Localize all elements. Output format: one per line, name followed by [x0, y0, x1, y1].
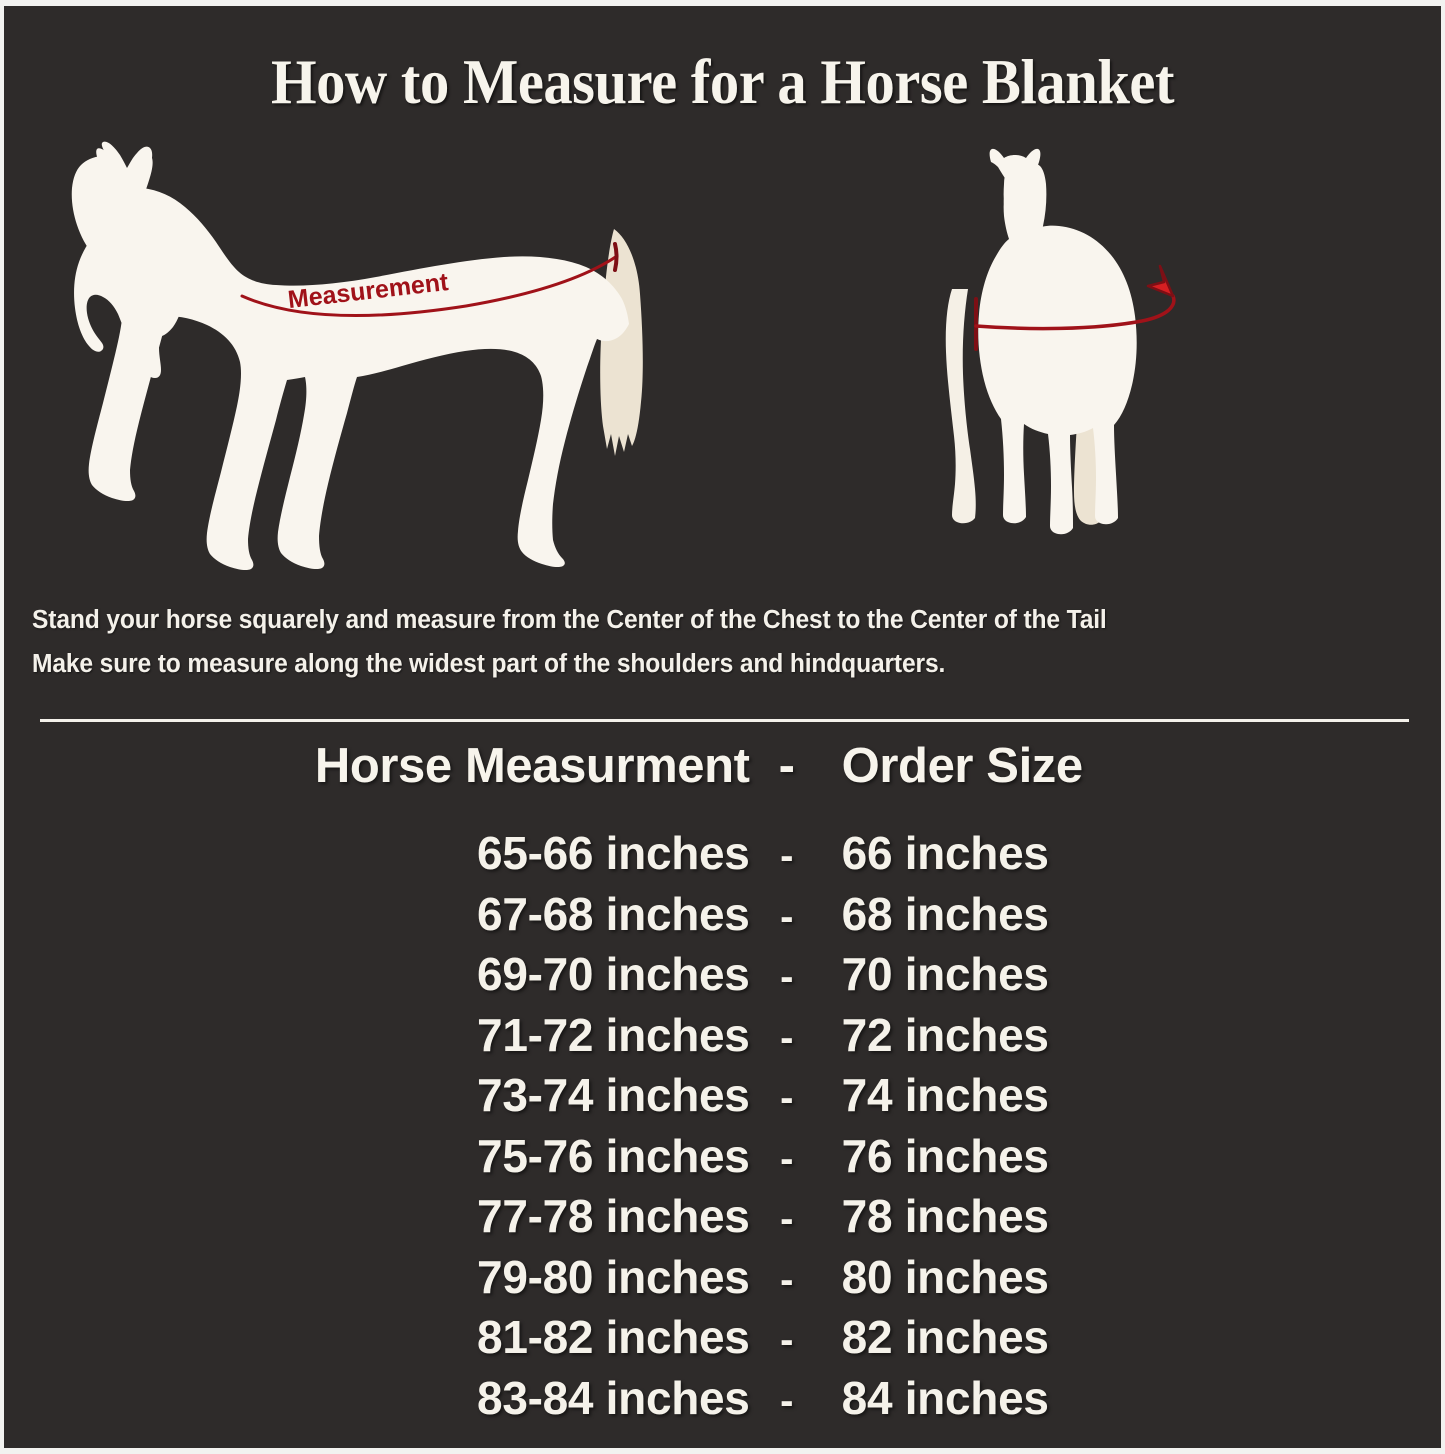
cell-measurement: 69-70 inches — [477, 948, 750, 1000]
section-divider — [40, 719, 1409, 722]
cell-measurement: 67-68 inches — [477, 887, 750, 940]
cell-order-size: 80 inches — [841, 1250, 1049, 1303]
infographic-canvas: How to Measure for a Horse Blanket — [4, 6, 1441, 1448]
cell-separator: - — [780, 1257, 794, 1302]
measurement-line — [240, 254, 619, 317]
cell-order-size: 84 inches — [841, 1371, 1049, 1424]
cell-order-size: 72 inches — [841, 1008, 1049, 1061]
cell-separator: - — [780, 1318, 794, 1362]
table-row: 81-82 inches - 82 inches — [4, 1310, 1441, 1371]
table-row: 77-78 inches - 78 inches — [4, 1189, 1441, 1250]
cell-separator: - — [780, 894, 794, 939]
table-row: 83-84 inches - 84 inches — [4, 1371, 1441, 1432]
cell-measurement: 71-72 inches — [477, 1008, 750, 1061]
column-header-order-size: Order Size — [841, 739, 1084, 793]
horse-rear-view — [934, 144, 1224, 574]
horse-side-view: Measurement — [66, 134, 686, 579]
table-row: 75-76 inches - 76 inches — [4, 1129, 1441, 1190]
cell-measurement: 65-66 inches — [477, 827, 750, 879]
horse-rear-leg-left — [945, 289, 976, 524]
cell-measurement: 83-84 inches — [477, 1371, 750, 1424]
cell-order-size: 76 inches — [841, 1129, 1049, 1182]
cell-order-size: 82 inches — [841, 1311, 1049, 1363]
illustration-band: Measurement — [4, 134, 1441, 584]
table-row: 69-70 inches - 70 inches — [4, 947, 1441, 1008]
cell-order-size: 66 inches — [841, 827, 1049, 879]
cell-separator: - — [780, 834, 794, 878]
column-header-measurement: Horse Measurment — [314, 739, 750, 793]
table-header-row: Horse Measurment - Order Size — [4, 738, 1441, 826]
table-row: 71-72 inches - 72 inches — [4, 1008, 1441, 1069]
cell-measurement: 81-82 inches — [477, 1311, 750, 1363]
size-chart-table: Horse Measurment - Order Size 65-66 inch… — [4, 738, 1441, 1432]
instructions-block: Stand your horse squarely and measure fr… — [32, 598, 1375, 686]
cell-separator: - — [780, 1136, 794, 1181]
cell-separator: - — [780, 1378, 794, 1423]
instructions-line-1: Stand your horse squarely and measure fr… — [32, 606, 1107, 634]
horse-full-silhouette-side — [71, 141, 629, 571]
cell-order-size: 70 inches — [841, 948, 1049, 1000]
measurement-arrowhead — [1146, 264, 1175, 298]
instructions-line-2: Make sure to measure along the widest pa… — [32, 650, 946, 678]
cell-order-size: 78 inches — [841, 1190, 1049, 1242]
column-header-separator: - — [778, 739, 795, 793]
measurement-arrow-rear — [974, 264, 1176, 351]
measurement-tick-tail — [613, 242, 619, 272]
cell-order-size: 68 inches — [841, 887, 1049, 940]
table-row: 73-74 inches - 74 inches — [4, 1068, 1441, 1129]
cell-separator: - — [780, 955, 794, 999]
measurement-curve-side — [240, 242, 619, 317]
cell-separator: - — [780, 1197, 794, 1241]
horse-head-rear — [1003, 161, 1047, 254]
cell-measurement: 77-78 inches — [477, 1190, 750, 1242]
horse-side-silhouette — [71, 141, 643, 571]
table-row: 65-66 inches - 66 inches — [4, 826, 1441, 887]
measurement-arrow-line — [974, 294, 1176, 331]
cell-order-size: 74 inches — [841, 1069, 1049, 1121]
page-title: How to Measure for a Horse Blanket — [270, 47, 1175, 117]
cell-separator: - — [780, 1076, 794, 1120]
table-body: 65-66 inches -66 inches 67-68 inches -68 in… — [4, 826, 1441, 1432]
horse-body-rear — [978, 148, 1137, 535]
cell-measurement: 73-74 inches — [477, 1069, 750, 1121]
cell-measurement: 79-80 inches — [477, 1250, 750, 1303]
table-row: 67-68 inches - 68 inches — [4, 887, 1441, 948]
cell-separator: - — [780, 1015, 794, 1060]
horse-rear-silhouette — [945, 148, 1137, 535]
cell-measurement: 75-76 inches — [477, 1129, 750, 1182]
table-row: 79-80 inches - 80 inches — [4, 1250, 1441, 1311]
